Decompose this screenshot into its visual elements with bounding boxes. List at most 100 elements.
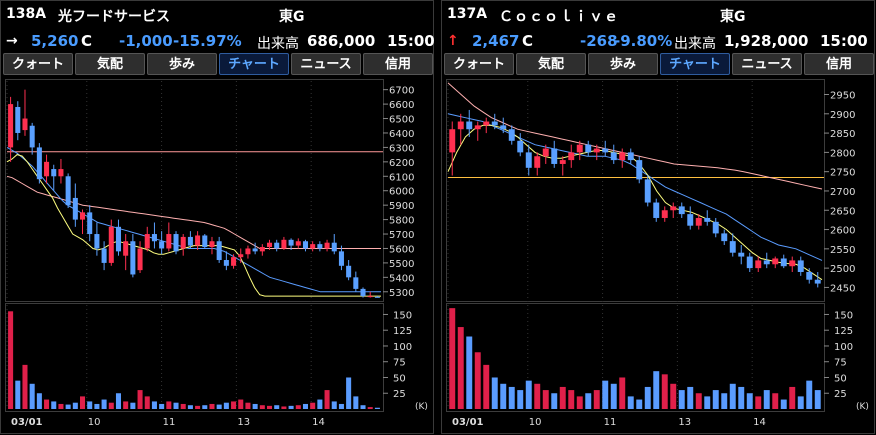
volume-bar <box>281 406 287 409</box>
candle-body <box>593 148 600 153</box>
candle-body <box>806 271 813 280</box>
chart-area[interactable]: 6700 6600 6500 6400 6300 6200 6100 6000 5900 5800… <box>5 79 431 431</box>
market-label: 東G <box>279 9 305 25</box>
tab-margin[interactable]: 信用 <box>804 53 874 75</box>
volume-bar <box>130 402 136 409</box>
candle-body <box>245 248 251 255</box>
volume-tick-label: 75 <box>393 358 406 369</box>
price-tick-label: 5300 <box>389 288 414 299</box>
candle-body <box>8 104 14 148</box>
panel-header-top: 137A Ｃｏｃｏｌｉｖｅ 東G <box>442 1 874 25</box>
volume-bar <box>508 386 515 409</box>
volume-tick-label: 125 <box>834 326 853 337</box>
volume-bar <box>814 390 821 409</box>
candle-body <box>517 140 524 153</box>
moving-average-long <box>6 175 381 249</box>
x-axis-label: 03/01 <box>11 417 43 428</box>
tab-news[interactable]: ニュース <box>291 53 361 75</box>
tab-news[interactable]: ニュース <box>732 53 802 75</box>
candle-body <box>274 242 280 249</box>
volume-bar <box>551 393 558 409</box>
tab-ticks[interactable]: 歩み <box>147 53 217 75</box>
price-tick-label: 2650 <box>830 206 855 217</box>
candle-body <box>288 239 294 246</box>
volume-bar <box>517 390 524 409</box>
candle-body <box>51 169 57 177</box>
volume-bar <box>789 386 796 409</box>
volume-bar <box>295 405 301 409</box>
volume-bar <box>123 401 129 409</box>
tab-chart[interactable]: チャート <box>660 53 730 75</box>
x-axis-label: 14 <box>312 417 325 428</box>
candle-body <box>627 152 634 161</box>
candle-body <box>559 160 566 164</box>
volume-bar <box>806 380 813 409</box>
stock-code: 138A <box>6 6 47 22</box>
candle-body <box>159 241 165 249</box>
candle-body <box>551 148 558 164</box>
price-tick-label: 6200 <box>389 158 414 169</box>
volume-bar <box>474 352 481 409</box>
tab-board[interactable]: 気配 <box>75 53 145 75</box>
candle-body <box>712 221 719 234</box>
volume-bar <box>704 396 711 409</box>
volume-tick-label: 150 <box>834 310 853 321</box>
tab-quote[interactable]: クォート <box>3 53 73 75</box>
tab-quote[interactable]: クォート <box>444 53 514 75</box>
volume-bar <box>763 390 770 409</box>
candle-body <box>576 144 583 153</box>
candle-body <box>721 233 728 242</box>
x-axis-label: 10 <box>88 417 101 428</box>
price-tick-label: 2600 <box>830 226 855 237</box>
candle-body <box>491 121 498 126</box>
tab-margin[interactable]: 信用 <box>363 53 433 75</box>
volume-bar <box>51 401 57 409</box>
volume-bar <box>576 396 583 409</box>
candle-body <box>610 152 617 161</box>
volume-label: 出来高 <box>257 36 299 52</box>
candle-body <box>144 234 150 249</box>
volume-bar <box>746 393 753 409</box>
candle-body <box>180 236 186 249</box>
volume-bar <box>29 383 35 409</box>
chart-area[interactable]: 2950 2900 2850 2800 2750 2700 2650 2600 2550 2500… <box>446 79 872 431</box>
volume-bar <box>619 377 626 409</box>
volume-tick-label: 125 <box>393 326 412 337</box>
volume-bar <box>151 401 157 409</box>
tab-ticks[interactable]: 歩み <box>588 53 658 75</box>
candle-body <box>259 247 265 252</box>
volume-bar <box>644 386 651 409</box>
volume-bar <box>238 399 244 409</box>
candle-body <box>317 244 323 249</box>
volume-bar <box>245 402 251 409</box>
x-axis-label: 10 <box>529 417 542 428</box>
volume-bar <box>353 396 359 409</box>
candle-body <box>80 212 86 220</box>
volume-bar <box>87 401 93 409</box>
moving-average-short <box>447 124 823 281</box>
volume-bar <box>534 383 541 409</box>
price-tick-label: 2500 <box>830 264 855 275</box>
volume-label: 出来高 <box>674 36 716 52</box>
candle-body <box>44 161 50 177</box>
volume-bar <box>602 380 609 409</box>
volume-bar <box>695 393 702 409</box>
candle-body <box>797 260 804 272</box>
volume-bar <box>636 399 643 409</box>
price-tick-label: 5400 <box>389 273 414 284</box>
volume-bar <box>687 386 694 409</box>
candle-body <box>231 257 237 266</box>
volume-bar <box>216 404 222 409</box>
candle-body <box>187 236 193 246</box>
candle-body <box>15 106 21 133</box>
candle-body <box>324 242 330 249</box>
candle-body <box>295 241 301 246</box>
price-tick-label: 2450 <box>830 283 855 294</box>
volume-bar <box>44 399 50 409</box>
candle-body <box>695 217 702 226</box>
volume-bar <box>483 364 490 409</box>
tab-chart[interactable]: チャート <box>219 53 289 75</box>
candle-body <box>729 241 736 253</box>
tab-board[interactable]: 気配 <box>516 53 586 75</box>
price-tick-label: 5600 <box>389 244 414 255</box>
